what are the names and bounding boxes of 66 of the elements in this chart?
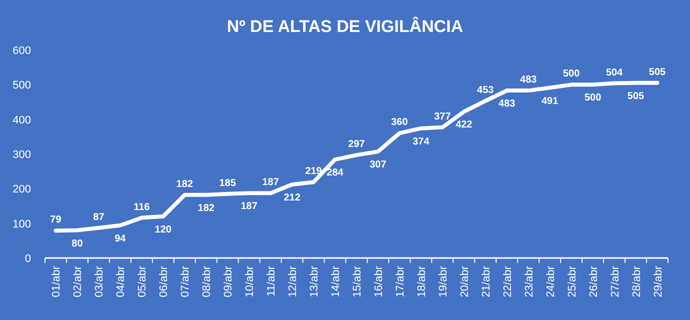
data-label: 120 bbox=[154, 224, 172, 236]
data-label: 491 bbox=[542, 96, 559, 107]
x-tick-label: 04/abr bbox=[115, 266, 128, 298]
x-tick-label: 12/abr bbox=[287, 266, 300, 298]
data-label: 307 bbox=[370, 160, 387, 171]
y-tick-label: 400 bbox=[12, 114, 31, 126]
x-tick-label: 09/abr bbox=[222, 266, 235, 298]
data-label: 483 bbox=[520, 74, 538, 86]
x-tick-label: 25/abr bbox=[566, 266, 578, 298]
data-label: 500 bbox=[562, 68, 580, 80]
x-tick-label: 08/abr bbox=[201, 266, 214, 298]
x-tick-label: 01/abr bbox=[50, 266, 63, 298]
x-tick-label: 07/abr bbox=[180, 266, 192, 298]
data-label: 182 bbox=[198, 202, 215, 214]
data-label: 284 bbox=[326, 168, 344, 179]
data-label: 187 bbox=[240, 201, 258, 212]
x-tick-label: 02/abr bbox=[72, 266, 84, 298]
x-tick-label: 16/abr bbox=[372, 266, 385, 298]
x-tick-label: 14/abr bbox=[330, 266, 342, 298]
x-tick-label: 13/abr bbox=[308, 266, 321, 298]
y-tick-label: 100 bbox=[12, 218, 31, 230]
data-label: 422 bbox=[456, 120, 473, 131]
x-tick-label: 06/abr bbox=[158, 266, 170, 298]
x-tick-label: 20/abr bbox=[458, 266, 471, 298]
data-label: 187 bbox=[262, 177, 280, 188]
x-tick-label: 18/abr bbox=[416, 266, 428, 298]
data-label: 116 bbox=[134, 202, 150, 213]
y-tick-label: 0 bbox=[24, 253, 31, 265]
x-tick-label: 28/abr bbox=[630, 266, 643, 298]
y-tick-label: 200 bbox=[12, 184, 31, 196]
x-tick-label: 24/abr bbox=[544, 266, 557, 298]
x-tick-label: 15/abr bbox=[352, 266, 364, 298]
data-label: 504 bbox=[606, 67, 624, 78]
x-tick-label: 26/abr bbox=[588, 266, 600, 298]
x-tick-label: 11/abr bbox=[266, 266, 278, 296]
x-tick-label: 21/abr bbox=[480, 266, 492, 298]
data-label: 360 bbox=[391, 117, 408, 128]
data-label: 79 bbox=[50, 214, 62, 226]
x-tick-label: 05/abr bbox=[136, 266, 149, 298]
data-label: 297 bbox=[348, 139, 366, 150]
data-label: 453 bbox=[477, 84, 494, 96]
data-label: 377 bbox=[434, 111, 452, 122]
chart-title: Nº DE ALTAS DE VIGILÂNCIA bbox=[226, 16, 464, 36]
x-tick-label: 17/abr bbox=[394, 266, 406, 298]
x-tick-label: 29/abr bbox=[652, 266, 664, 298]
data-label: 212 bbox=[284, 192, 301, 204]
data-label: 185 bbox=[219, 178, 236, 189]
data-label: 374 bbox=[412, 136, 430, 148]
data-label: 483 bbox=[498, 98, 516, 110]
x-tick-label: 23/abr bbox=[523, 266, 536, 298]
y-tick-label: 500 bbox=[12, 80, 31, 92]
x-tick-label: 27/abr bbox=[609, 266, 622, 298]
data-label: 219 bbox=[305, 166, 322, 178]
data-label: 80 bbox=[72, 238, 84, 250]
data-label: 505 bbox=[627, 90, 645, 102]
data-label: 87 bbox=[93, 212, 105, 223]
x-tick-label: 10/abr bbox=[244, 266, 256, 298]
data-label: 94 bbox=[114, 233, 126, 244]
data-label: 500 bbox=[584, 92, 602, 104]
y-tick-label: 300 bbox=[12, 149, 31, 161]
x-tick-label: 03/abr bbox=[94, 266, 106, 298]
x-tick-label: 19/abr bbox=[437, 266, 450, 298]
y-tick-label: 600 bbox=[12, 45, 31, 57]
x-tick-label: 22/abr bbox=[502, 266, 514, 298]
data-label: 505 bbox=[648, 66, 666, 78]
data-label: 182 bbox=[176, 178, 194, 190]
